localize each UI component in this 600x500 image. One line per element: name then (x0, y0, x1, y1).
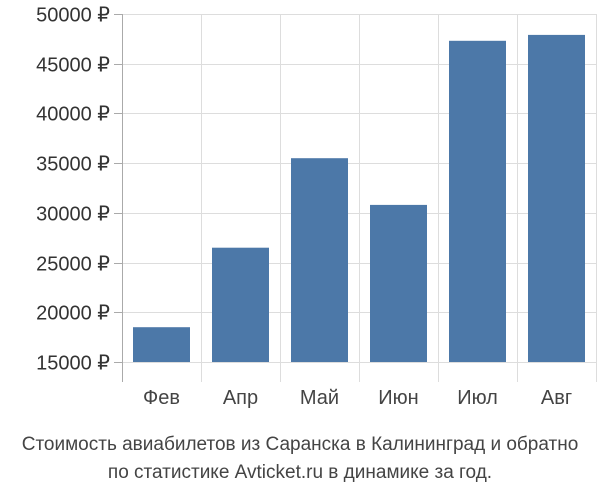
y-tick-label: 50000 ₽ (36, 5, 110, 27)
x-tick-label: Май (300, 387, 339, 409)
bar (212, 247, 269, 362)
y-tick-label: 45000 ₽ (36, 55, 110, 77)
bar-chart: 15000 ₽ 20000 ₽ 25000 ₽ 30000 ₽ 35000 ₽ 40000… (36, 5, 597, 409)
axes (114, 14, 123, 382)
bar (133, 327, 190, 362)
y-tick-label: 35000 ₽ (36, 154, 110, 176)
bar (449, 40, 506, 363)
grid-lines (122, 14, 597, 382)
chart-caption-line-2: по статистике Avticket.ru в динамике за … (107, 462, 493, 483)
x-tick-label: Авг (541, 387, 572, 409)
y-tick-labels: 15000 ₽ 20000 ₽ 25000 ₽ 30000 ₽ 35000 ₽ 40000… (36, 5, 110, 375)
bar (291, 158, 348, 362)
chart-caption-line-1: Стоимость авиабилетов из Саранска в Кали… (21, 434, 579, 455)
bar (370, 204, 427, 362)
x-tick-label: Апр (223, 387, 258, 409)
x-tick-labels: Фев Апр Май Июн Июл Авг (143, 387, 572, 409)
y-tick-label: 30000 ₽ (36, 204, 110, 226)
x-tick-label: Фев (143, 387, 180, 409)
y-tick-label: 15000 ₽ (36, 353, 110, 375)
bars (133, 34, 585, 363)
y-tick-label: 25000 ₽ (36, 254, 110, 276)
x-tick-label: Июн (378, 387, 418, 409)
bar (528, 34, 585, 363)
y-tick-label: 40000 ₽ (36, 104, 110, 126)
x-tick-label: Июл (457, 387, 498, 409)
y-tick-label: 20000 ₽ (36, 303, 110, 325)
